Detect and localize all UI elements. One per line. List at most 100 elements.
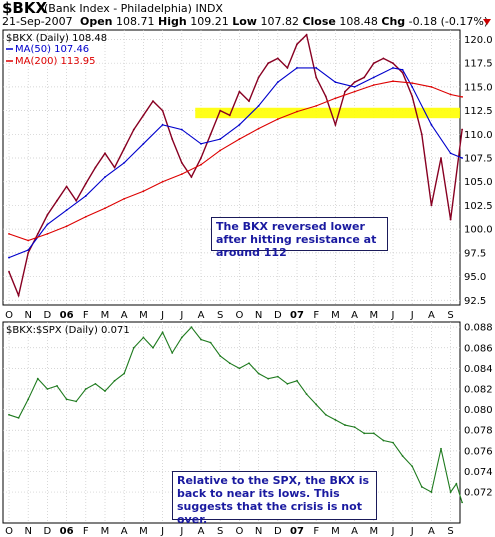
price-series-point — [132, 128, 135, 131]
price-series-point — [440, 157, 442, 159]
ma200-series-point — [180, 173, 183, 176]
ma200-series-point — [334, 97, 337, 100]
price-panel-frame — [2, 29, 461, 306]
ma200-series-point — [449, 93, 452, 96]
price-panel-legend-main: $BKX (Daily) 108.48 — [6, 33, 107, 44]
ratio-panel-ytick-label: 0.086 — [464, 343, 493, 354]
ma200-series-point — [123, 197, 126, 200]
price-series-point — [46, 214, 49, 216]
ratio-panel-ytick-label: 0.082 — [464, 385, 493, 396]
price-series-point — [238, 90, 241, 93]
ma200-series-point — [200, 163, 202, 166]
price-panel-ytick-label: 92.5 — [464, 296, 486, 307]
ma50-series-point — [449, 152, 452, 155]
ratio-panel-ytick-label: 0.074 — [464, 467, 493, 478]
price-panel-ytick-label: 112.5 — [464, 106, 493, 117]
price-panel-ytick-label: 115.0 — [464, 82, 493, 93]
price-panel-xtick-label: 07 — [290, 310, 304, 321]
ma50-series-point — [219, 138, 222, 140]
ratio-series-point — [296, 379, 298, 382]
price-panel-xtick-label: J — [160, 310, 164, 321]
ratio-panel-xtick-label: S — [217, 526, 223, 537]
price-series-point — [219, 109, 222, 112]
ma50-series-point — [84, 195, 87, 197]
price-panel-xtick-label: F — [83, 310, 89, 321]
ratio-series-point — [219, 355, 222, 357]
low-label: Low — [232, 15, 257, 28]
price-series-point — [286, 67, 289, 69]
ma200-series-point — [27, 239, 30, 242]
ratio-series-point — [200, 338, 202, 341]
ma50-series-point — [104, 176, 106, 178]
ratio-series-point — [180, 336, 183, 339]
price-panel-xtick-label: N — [24, 310, 31, 321]
resistance-band — [195, 107, 461, 119]
price-series-point — [84, 182, 87, 185]
price-panel-xtick-label: A — [121, 310, 128, 321]
price-panel-xtick-label: D — [44, 310, 52, 321]
low-value: 107.82 — [260, 15, 299, 28]
ratio-panel-legend-main: $BKX:$SPX (Daily) 0.071 — [6, 325, 130, 336]
ratio-series-point — [209, 341, 212, 344]
ratio-panel-ytick-label: 0.088 — [464, 323, 493, 334]
ratio-series-point — [334, 419, 337, 421]
ma200-series-point — [315, 104, 318, 107]
ma200-series-point — [8, 232, 10, 235]
ratio-panel-ytick-label: 0.078 — [464, 426, 493, 437]
price-series-point — [334, 123, 337, 126]
ma50-series-point — [257, 104, 260, 107]
ratio-series-point — [84, 388, 87, 390]
ratio-panel-ytick-label: 0.072 — [464, 488, 493, 499]
ratio-series-point — [401, 455, 404, 457]
ratio-panel-xtick-label: D — [274, 526, 282, 537]
ma200-series-point — [411, 82, 414, 85]
price-panel-xtick-label: S — [447, 310, 453, 321]
price-panel-xtick-label: N — [255, 310, 262, 321]
ratio-series-point — [36, 377, 39, 380]
close-value: 108.48 — [339, 15, 378, 28]
high-value: 109.21 — [190, 15, 229, 28]
price-series-point — [401, 71, 404, 74]
price-series-point — [392, 62, 394, 65]
ratio-panel-xtick-label: J — [391, 526, 395, 537]
price-series-point — [190, 176, 193, 178]
ma200-series-point — [430, 85, 433, 88]
price-panel-xtick-label: F — [313, 310, 319, 321]
price-series-point — [104, 152, 106, 155]
ma200-series-point — [392, 80, 394, 83]
ma200-series-point — [276, 118, 279, 121]
price-series-point — [344, 90, 346, 93]
price-series-point — [180, 161, 183, 164]
ratio-series-point — [190, 326, 193, 329]
quote-header: $BKX (Bank Index - Philadelphia) INDX 21… — [0, 0, 495, 28]
price-series-point — [36, 232, 39, 235]
price-series-point — [75, 199, 78, 202]
ratio-panel-xtick-label: A — [351, 526, 358, 537]
ma50-series-point — [46, 223, 49, 226]
ma200-series-point — [353, 90, 356, 93]
ratio-panel-xtick-label: O — [5, 526, 13, 537]
ratio-series-point — [17, 416, 20, 419]
ratio-series-point — [27, 398, 30, 401]
ma50-series-point — [411, 85, 414, 88]
high-label: High — [158, 15, 187, 28]
ratio-series-point — [248, 362, 250, 365]
price-series-point — [8, 270, 10, 273]
ratio-panel-xtick-label: J — [160, 526, 164, 537]
ma50-series-point — [372, 76, 375, 79]
quote-values: Open 108.71 High 109.21 Low 107.82 Close… — [80, 15, 488, 28]
price-panel-ytick-label: 100.0 — [464, 225, 493, 236]
price-series-point — [257, 76, 260, 79]
ma50-series-point — [334, 81, 337, 84]
ma200-series-point — [142, 190, 145, 193]
price-series-point — [430, 204, 433, 207]
ma50-series-point — [276, 81, 279, 84]
price-annotation: The BKX reversed lower after hitting res… — [211, 217, 388, 259]
price-series-point — [315, 76, 318, 79]
ratio-series-point — [8, 413, 10, 416]
ratio-series-point — [392, 441, 394, 444]
price-series-point — [305, 33, 308, 36]
price-series-point — [56, 199, 58, 202]
ratio-panel-xtick-label: M — [101, 526, 110, 537]
ma50-series-point — [161, 123, 164, 126]
